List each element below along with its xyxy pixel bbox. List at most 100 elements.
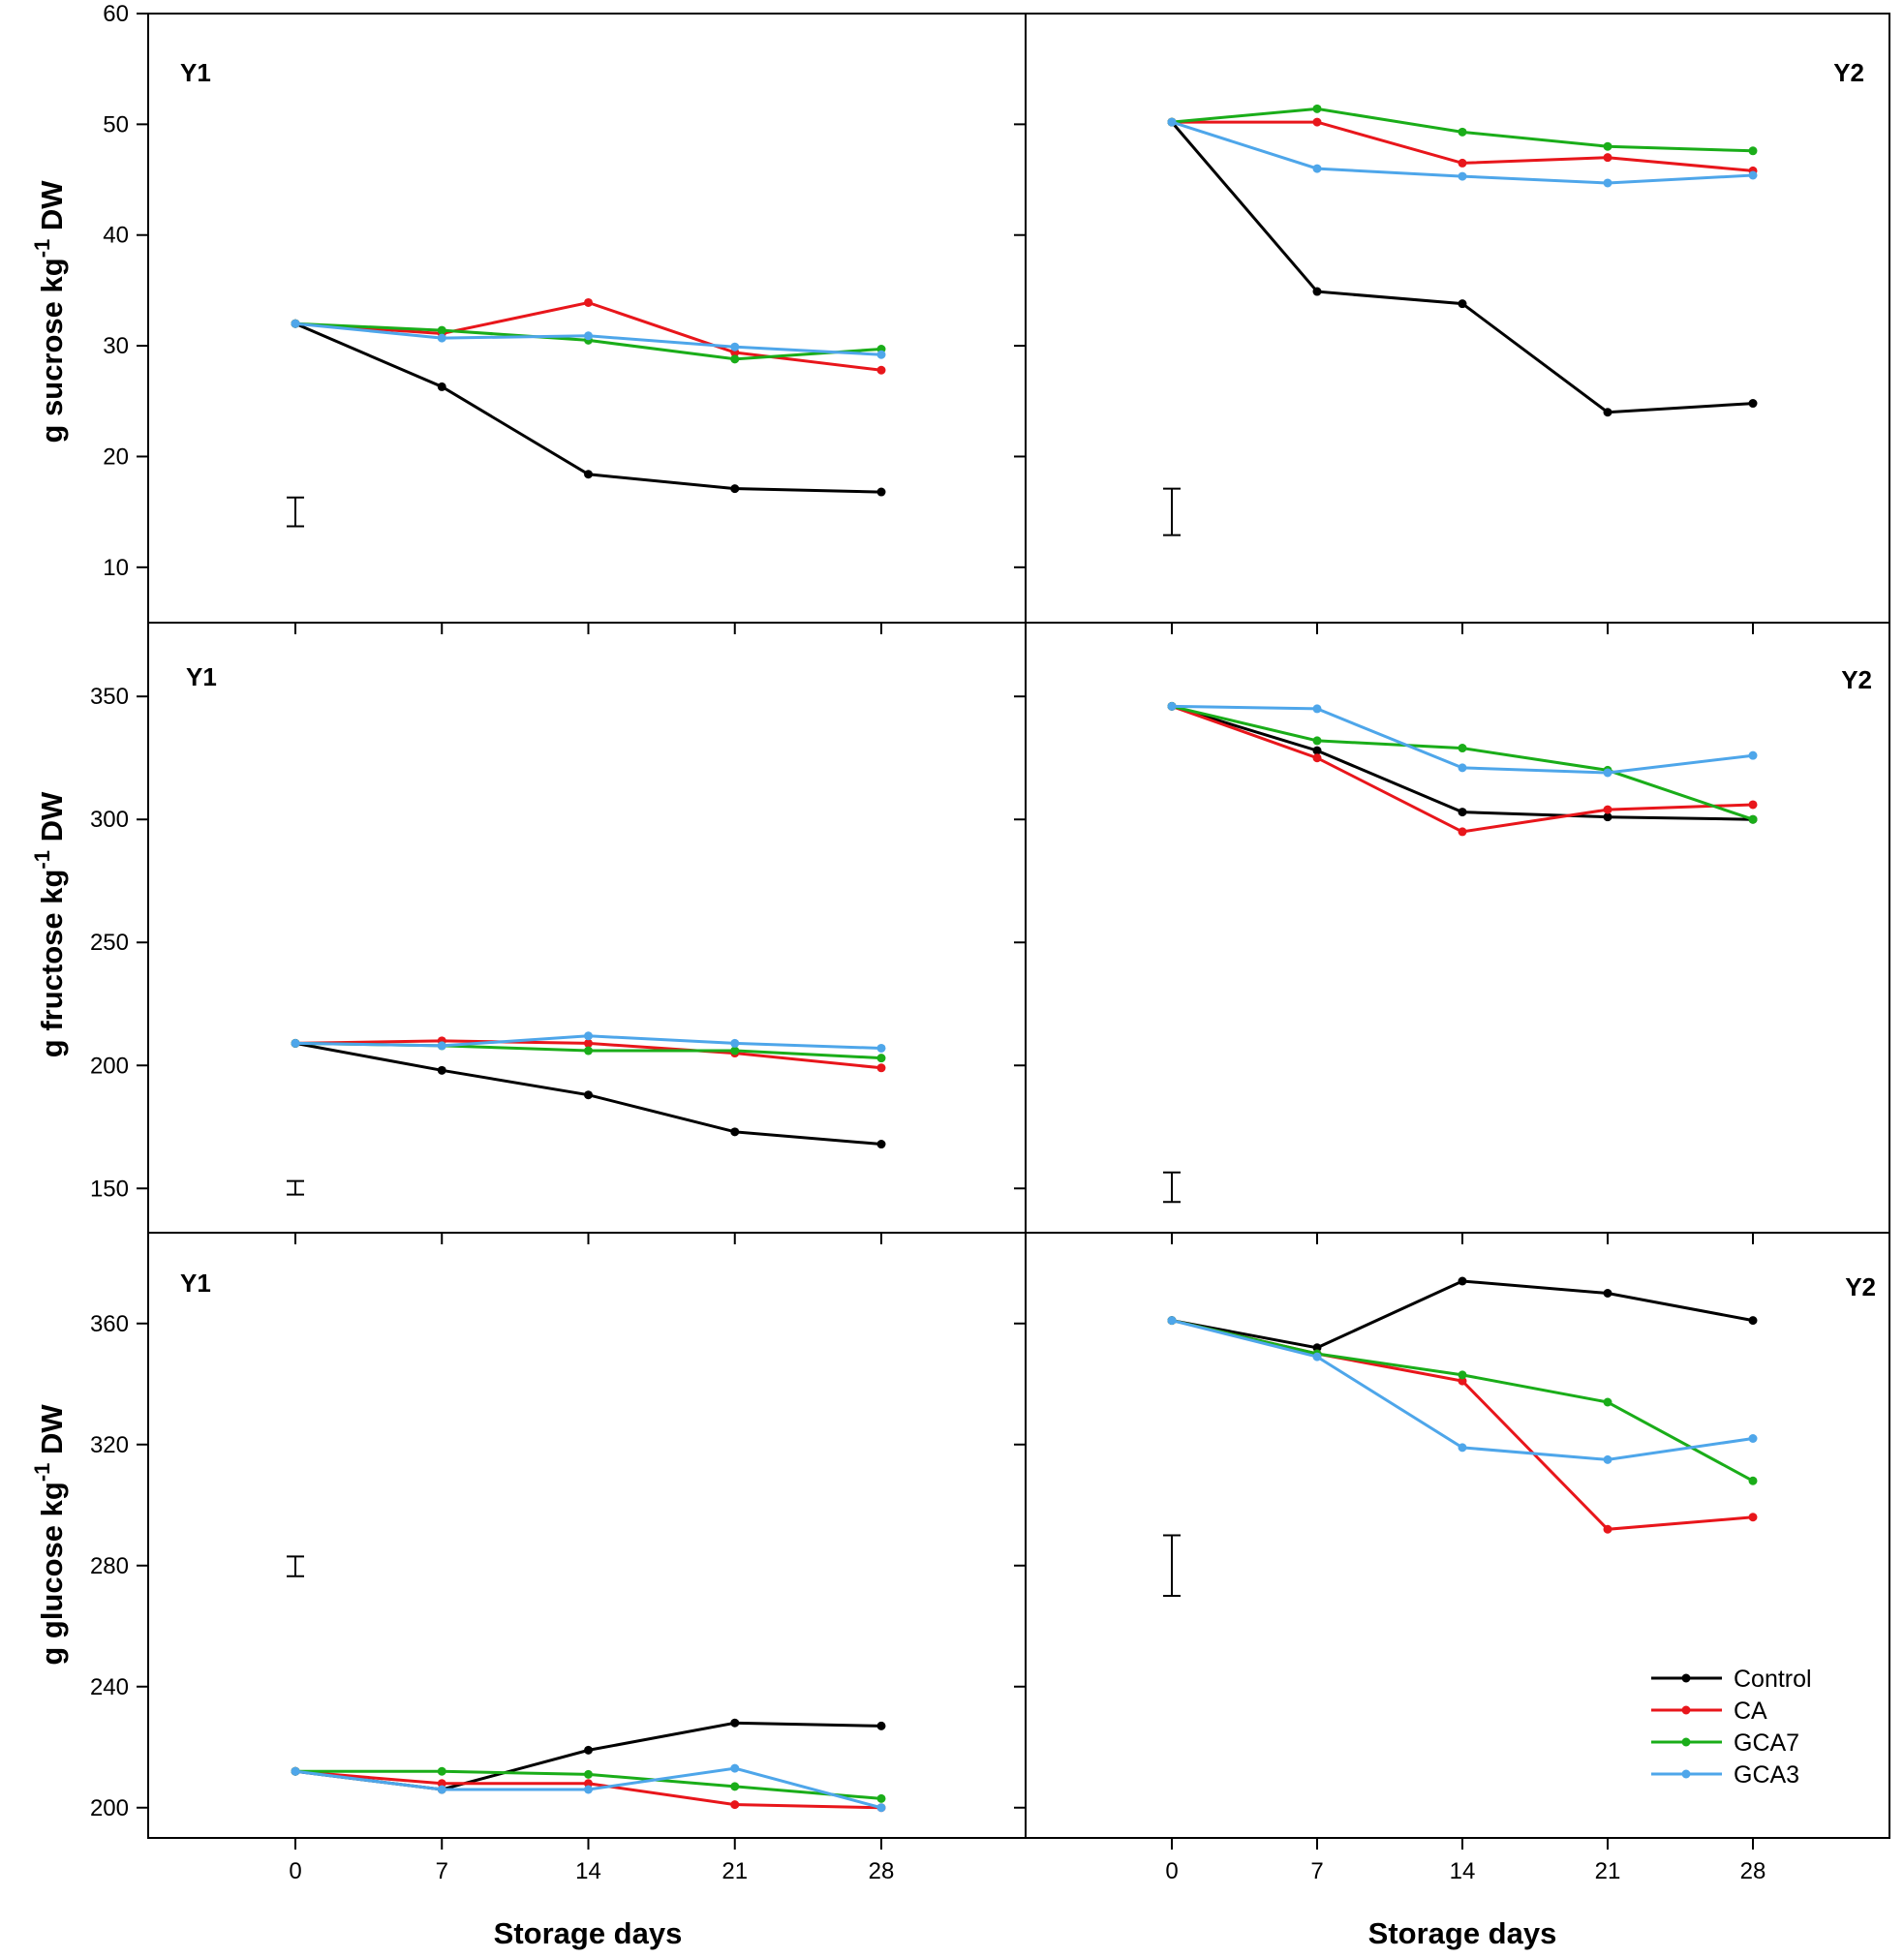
x-tick-label: 28 (1740, 1858, 1766, 1884)
data-point (730, 1718, 740, 1728)
data-point (1312, 704, 1322, 714)
series-gca3 (291, 1763, 886, 1813)
data-point (730, 484, 740, 494)
error-bar (287, 1555, 304, 1577)
x-tick-label: 21 (1595, 1858, 1621, 1884)
x-tick-label: 0 (289, 1858, 301, 1884)
data-point (437, 1041, 446, 1051)
y-tick-label: 200 (90, 1795, 129, 1821)
data-point (1458, 744, 1467, 753)
data-point (584, 1769, 593, 1779)
data-point (730, 1782, 740, 1791)
data-point (730, 342, 740, 352)
y-tick-label: 280 (90, 1553, 129, 1579)
legend-swatch-marker (1681, 1769, 1691, 1779)
data-point (1748, 1434, 1758, 1443)
data-point (1312, 164, 1322, 173)
data-point (1312, 104, 1322, 113)
y-tick-label: 200 (90, 1053, 129, 1079)
panel-sucrose-Y2: Y2 (1014, 13, 1890, 634)
plot-layer: 10 20 30 40 50 60 Y1 Y2 150 200 250 300 350 Y1 Y2 200 24… (90, 1, 1890, 1884)
x-tick-label: 14 (1450, 1858, 1476, 1884)
data-point (437, 1065, 446, 1075)
y-tick-label: 50 (103, 111, 129, 138)
x-axis-title-left: Storage days (494, 1916, 683, 1950)
data-point (1748, 1316, 1758, 1326)
data-point (584, 297, 593, 307)
data-point (876, 365, 886, 375)
data-point (1312, 736, 1322, 746)
data-point (730, 1038, 740, 1048)
data-point (730, 1800, 740, 1810)
panel-label: Y2 (1845, 1272, 1876, 1301)
data-point (1603, 1524, 1612, 1534)
y-tick-label: 350 (90, 684, 129, 710)
panel-glucose-Y1: 200 240 280 320 360 0 7 14 21 28 Y1 (90, 1232, 1027, 1884)
data-point (584, 470, 593, 479)
data-point (584, 1046, 593, 1055)
data-point (876, 1054, 886, 1063)
data-point (730, 1127, 740, 1137)
y-tick-label: 60 (103, 1, 129, 27)
y-tick-label: 300 (90, 807, 129, 833)
data-point (584, 1779, 593, 1789)
x-tick-label: 21 (722, 1858, 748, 1884)
data-point (1312, 1343, 1322, 1353)
panel-label: Y1 (180, 1269, 211, 1298)
legend-swatch-marker (1681, 1673, 1691, 1683)
data-point (584, 1090, 593, 1100)
data-point (437, 1785, 446, 1794)
data-point (1603, 153, 1612, 163)
legend-item-gca7: GCA7 (1651, 1729, 1799, 1757)
series-gca3 (291, 319, 886, 359)
data-point (437, 333, 446, 343)
data-point (1458, 1370, 1467, 1380)
data-point (1748, 1513, 1758, 1522)
legend-label: GCA3 (1734, 1761, 1799, 1789)
series-gca3 (1167, 117, 1758, 188)
y-tick-label: 20 (103, 444, 129, 470)
data-point (1167, 1316, 1177, 1326)
data-point (876, 1043, 886, 1053)
data-point (1603, 1397, 1612, 1407)
data-point (584, 1785, 593, 1794)
data-point (1458, 127, 1467, 137)
data-point (1603, 178, 1612, 188)
error-bar (1163, 1171, 1181, 1204)
y-tick-label: 30 (103, 333, 129, 359)
y-tick-label: 320 (90, 1432, 129, 1458)
data-point (437, 382, 446, 391)
data-point (1312, 287, 1322, 296)
data-point (291, 319, 300, 328)
data-point (1458, 1443, 1467, 1453)
x-tick-label: 14 (575, 1858, 601, 1884)
x-tick-label: 0 (1165, 1858, 1178, 1884)
legend-item-gca3: GCA3 (1651, 1761, 1799, 1789)
y-axis-title-fructose: g fructose kg-1 DW (30, 791, 69, 1057)
data-point (1748, 750, 1758, 760)
data-point (1748, 170, 1758, 180)
y-axis-title-glucose: g glucose kg-1 DW (30, 1404, 69, 1666)
data-point (584, 1745, 593, 1755)
data-point (1458, 763, 1467, 773)
data-point (1603, 768, 1612, 778)
data-point (876, 1063, 886, 1073)
data-point (1167, 701, 1177, 711)
y-axis-title-sucrose: g sucrose kg-1 DW (30, 180, 69, 444)
data-point (1458, 299, 1467, 309)
data-point (876, 1803, 886, 1813)
legend-item-control: Control (1651, 1666, 1812, 1693)
x-tick-label: 7 (1310, 1858, 1323, 1884)
data-point (1748, 146, 1758, 156)
y-tick-label: 360 (90, 1311, 129, 1337)
data-point (876, 1140, 886, 1149)
data-point (1603, 1289, 1612, 1298)
panel-glucose-Y2: 0 7 14 21 28 Y2 (1014, 1232, 1890, 1884)
data-point (1458, 1276, 1467, 1286)
data-point (1167, 117, 1177, 127)
data-point (1603, 408, 1612, 417)
data-point (1748, 800, 1758, 810)
x-tick-label: 7 (436, 1858, 448, 1884)
panel-fructose-Y1: 150 200 250 300 350 Y1 (90, 622, 1027, 1244)
